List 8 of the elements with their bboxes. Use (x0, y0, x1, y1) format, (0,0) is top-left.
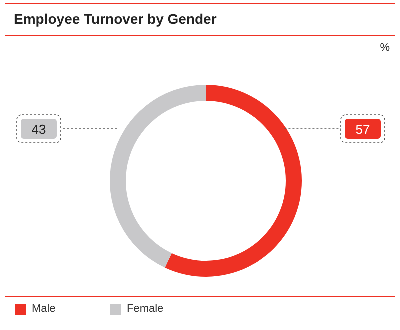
legend-label: Female (127, 303, 164, 315)
donut-slice (165, 85, 302, 277)
data-label: 43 (32, 122, 46, 137)
chart-title: Employee Turnover by Gender (14, 11, 217, 27)
data-label: 57 (356, 122, 370, 137)
donut-slice (110, 85, 206, 268)
legend-label: Male (32, 303, 56, 315)
text: % (380, 42, 390, 54)
